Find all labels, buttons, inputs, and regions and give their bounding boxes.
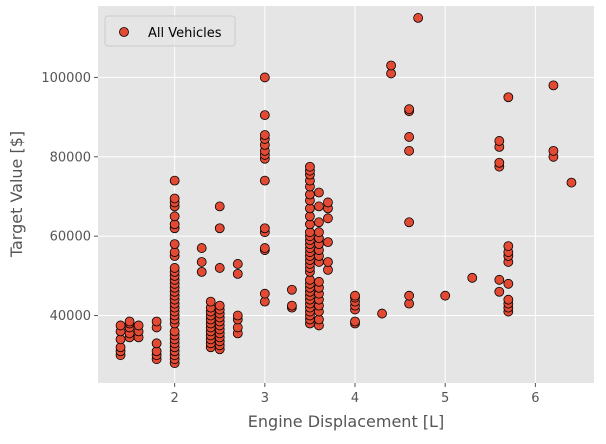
y-tick-label-3: 100000: [41, 71, 91, 86]
data-point-0-165: [350, 316, 360, 327]
data-point-0-187: [494, 157, 505, 168]
data-point-0-95: [259, 223, 270, 234]
data-point-0-198: [503, 241, 514, 251]
data-point-0-96: [259, 175, 270, 186]
x-tick-label-1: 3: [261, 391, 269, 406]
data-point-0-180: [404, 104, 415, 115]
data-point-0-43: [169, 263, 180, 273]
data-point-0-170: [350, 290, 360, 301]
data-point-0-49: [169, 211, 180, 222]
data-point-0-102: [259, 130, 270, 140]
legend: All Vehicles: [104, 15, 236, 47]
data-point-0-17: [151, 338, 162, 349]
data-point-0-199: [503, 92, 514, 103]
plot-background: [98, 6, 594, 383]
data-point-0-81: [214, 263, 225, 273]
data-point-0-107: [286, 284, 297, 295]
data-point-0-184: [494, 286, 505, 297]
x-tick-label-2: 4: [351, 391, 359, 406]
data-point-0-202: [548, 80, 559, 91]
data-point-0-56: [196, 243, 207, 253]
data-point-0-53: [169, 175, 180, 186]
data-point-0-104: [259, 72, 270, 83]
data-point-0-10: [124, 316, 135, 327]
x-tick-label-0: 2: [171, 391, 179, 406]
data-point-0-54: [196, 266, 207, 277]
x-axis-label: Engine Displacement [L]: [248, 412, 444, 431]
data-point-0-189: [494, 136, 505, 146]
data-point-0-55: [196, 257, 207, 267]
data-point-0-183: [467, 272, 478, 283]
data-point-0-13: [133, 320, 144, 331]
x-tick-label-3: 5: [441, 391, 449, 406]
legend-marker: [119, 27, 129, 37]
data-point-0-194: [503, 278, 514, 289]
y-tick-label-0: 40000: [50, 309, 91, 324]
data-point-0-171: [377, 308, 387, 319]
data-point-0-87: [232, 310, 243, 321]
data-point-0-52: [169, 193, 180, 204]
data-point-0-19: [151, 316, 162, 327]
data-point-0-89: [232, 259, 243, 269]
data-point-0-83: [214, 201, 225, 212]
y-tick-label-2: 80000: [50, 150, 91, 165]
x-tick-label-4: 6: [531, 391, 539, 406]
data-point-0-182: [440, 290, 451, 301]
data-point-0-193: [503, 294, 514, 305]
data-point-0-201: [548, 145, 559, 156]
data-point-0-68: [205, 296, 216, 307]
y-tick-label-1: 60000: [50, 230, 91, 245]
data-point-0-185: [494, 274, 505, 285]
tick-marks: 2 3 4 5 6 40000 60000 80000 100000: [41, 71, 539, 406]
data-point-0-176: [404, 217, 415, 228]
data-point-0-5: [115, 320, 126, 331]
y-axis-label: Target Value [$]: [7, 131, 26, 258]
data-point-0-140: [305, 161, 315, 172]
data-point-0-46: [169, 239, 180, 250]
data-point-0-173: [386, 60, 396, 71]
data-point-0-181: [413, 13, 424, 23]
data-point-0-159: [323, 257, 333, 267]
data-point-0-103: [259, 110, 270, 121]
data-points: [115, 13, 577, 369]
data-point-0-175: [404, 290, 415, 301]
data-point-0-161: [323, 213, 333, 224]
data-point-0-93: [259, 243, 270, 253]
data-point-0-88: [232, 268, 243, 279]
grid-lines: [98, 6, 594, 383]
data-point-0-177: [404, 145, 415, 156]
data-point-0-178: [404, 132, 415, 142]
data-point-0-154: [314, 227, 324, 238]
legend-label: All Vehicles: [148, 26, 222, 41]
data-point-0-157: [314, 187, 324, 198]
data-point-0-160: [323, 237, 333, 248]
data-point-0-155: [314, 217, 324, 228]
data-point-0-148: [314, 276, 324, 287]
data-point-0-82: [214, 223, 225, 234]
data-point-0-156: [314, 201, 324, 212]
legend-box: [104, 15, 236, 47]
data-point-0-163: [323, 197, 333, 208]
data-point-0-106: [286, 300, 297, 311]
data-point-0-80: [214, 300, 225, 311]
data-point-0-91: [259, 288, 270, 299]
data-point-0-203: [566, 177, 577, 188]
